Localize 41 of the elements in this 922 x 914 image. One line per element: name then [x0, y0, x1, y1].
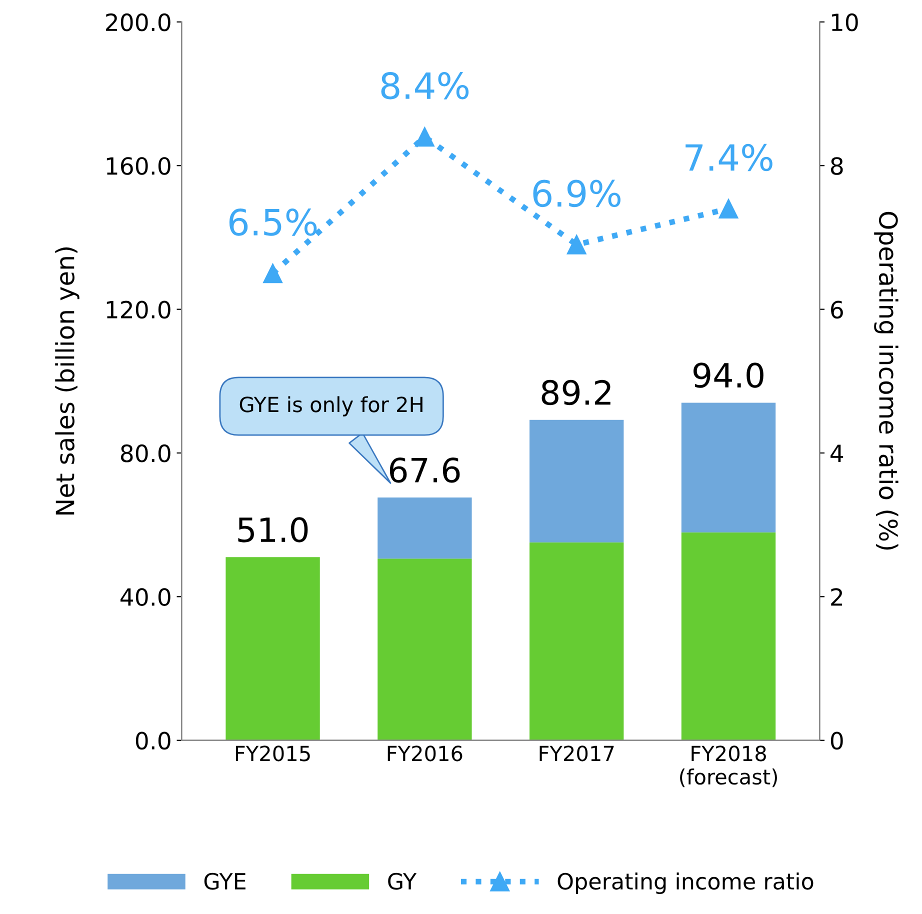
legend-label: GYE: [204, 872, 246, 890]
bar: [378, 498, 472, 559]
x-tick-label: FY2017: [540, 746, 614, 762]
point: [263, 264, 283, 284]
point: [718, 199, 738, 218]
y2-tick-label: 6: [831, 300, 843, 319]
total-label: 51.0: [238, 517, 308, 542]
y-axis-title: Net sales (billion yen): [55, 247, 80, 515]
y-tick-label: 40.0: [120, 588, 170, 606]
y2-tick-label: 4: [830, 444, 844, 462]
bar: [681, 402, 776, 532]
bar: [226, 557, 320, 740]
y2-tick-label: 8: [830, 157, 843, 175]
y2-axis-title: Operating income ratio (%): [874, 212, 898, 550]
y-tick-label: 200.0: [106, 13, 170, 32]
total-label: 94.0: [694, 362, 764, 388]
x-tick-label: FY2016: [388, 746, 462, 762]
annotation: GYE is only for 2H: [240, 396, 422, 416]
y-tick-label: 120.0: [106, 300, 170, 319]
total-label: 67.6: [390, 458, 460, 483]
y2-tick-label: 10: [832, 13, 858, 32]
data-label: 8.4%: [381, 72, 469, 100]
bar: [530, 542, 624, 740]
legend-label: Operating income ratio: [558, 872, 814, 894]
y2-tick-label: 0: [830, 732, 843, 750]
x-tick-label: FY2018 (forecast): [680, 746, 777, 788]
y-tick-label: 80.0: [120, 444, 170, 462]
data-label: 6.9%: [533, 180, 620, 208]
y-tick-label: 0.0: [136, 732, 170, 750]
bar: [378, 558, 472, 740]
y-tick-label: 160.0: [106, 157, 170, 175]
point: [414, 127, 434, 147]
x-tick-label: FY2015: [236, 746, 310, 762]
bar: [681, 532, 776, 740]
y2-tick-label: 2: [831, 588, 842, 606]
bar: [530, 420, 624, 542]
data-label: 6.5%: [229, 208, 317, 236]
legend-label: GY: [388, 872, 417, 890]
total-label: 89.2: [542, 380, 610, 406]
point: [566, 234, 586, 254]
data-label: 7.4%: [686, 144, 772, 172]
